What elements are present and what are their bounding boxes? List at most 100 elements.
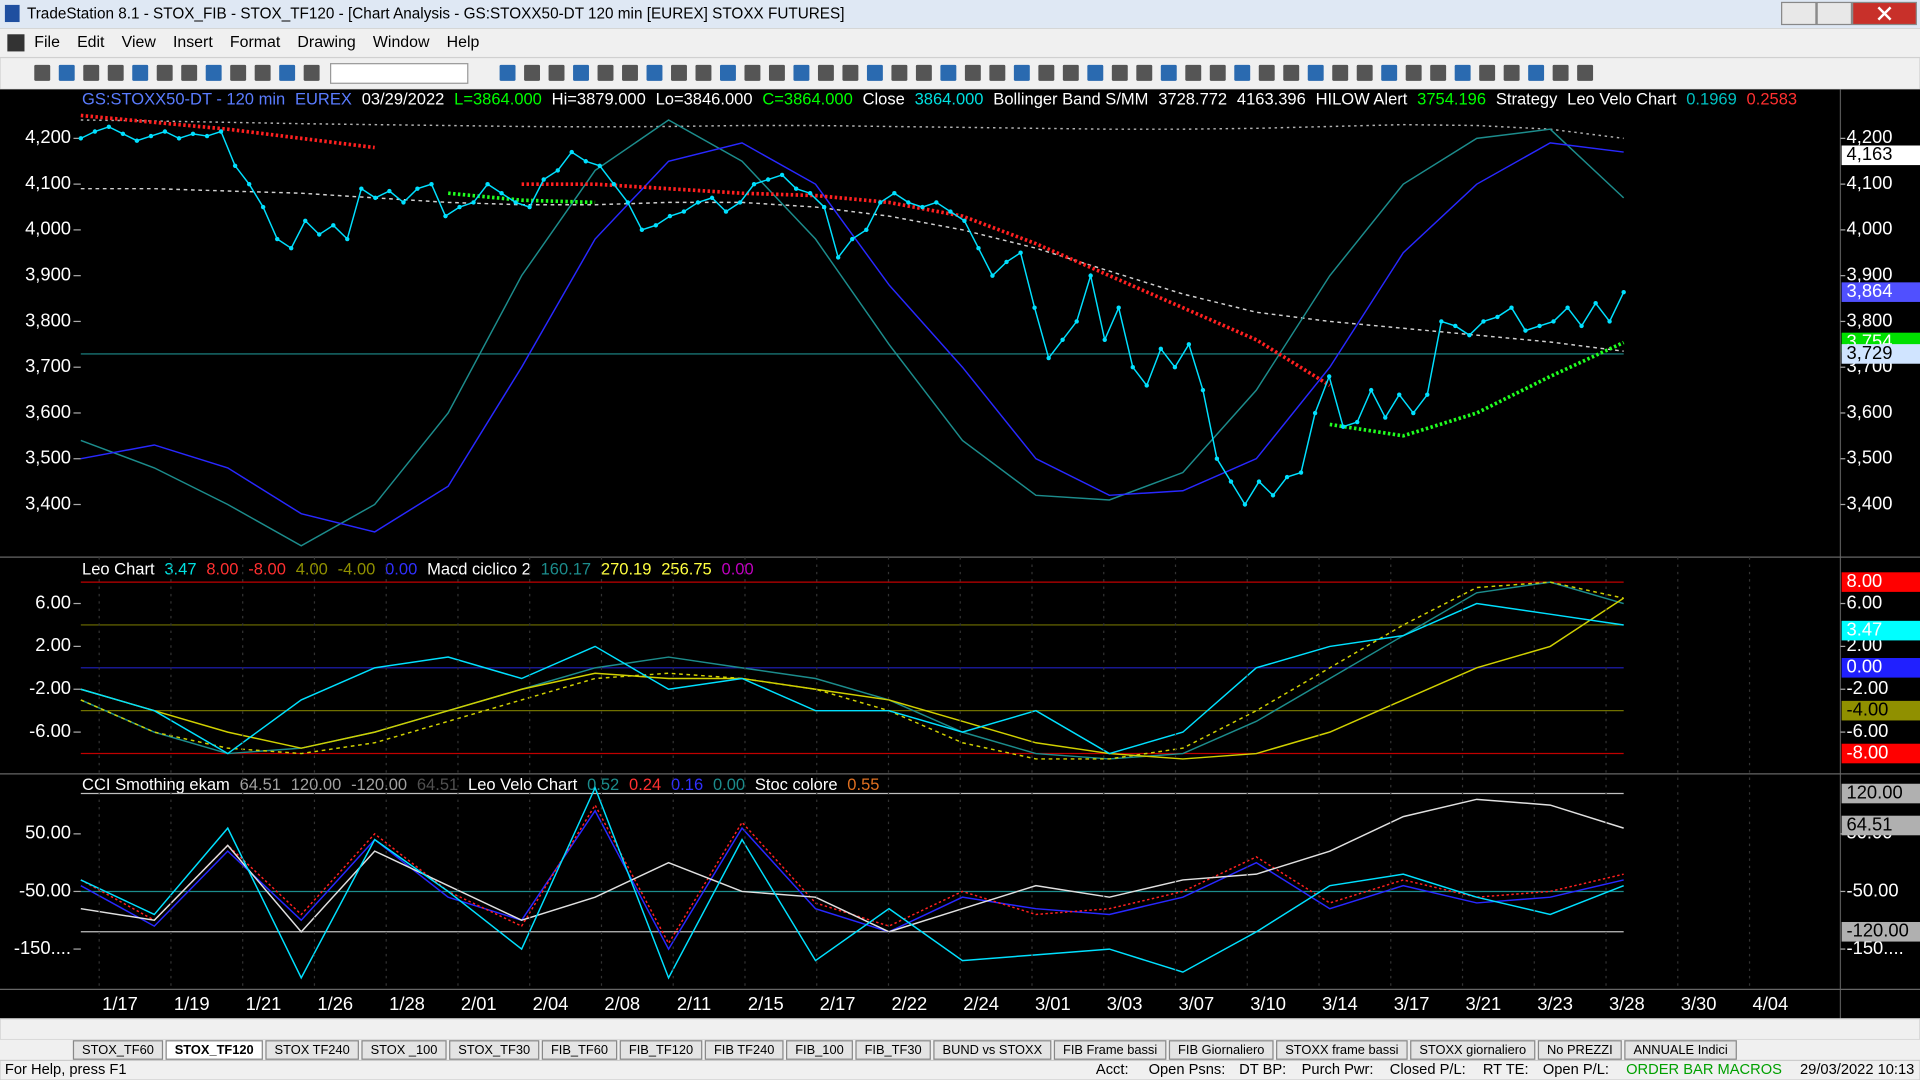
toolbar-button[interactable] <box>34 64 51 81</box>
sheet-tab[interactable] <box>855 1040 931 1060</box>
status-field: Closed P/L: <box>1390 1062 1466 1078</box>
sheet-tab[interactable] <box>786 1040 853 1060</box>
y-tick-label: -2.00 <box>29 677 71 698</box>
toolbar-button[interactable] <box>695 64 712 81</box>
toolbar-button[interactable] <box>499 64 516 81</box>
sheet-tab[interactable] <box>541 1040 618 1060</box>
toolbar-button[interactable] <box>1381 64 1398 81</box>
sheet-tab-label: FIB Frame bassi <box>1063 1042 1157 1057</box>
toolbar-button[interactable] <box>1062 64 1079 81</box>
toolbar-button[interactable] <box>1234 64 1251 81</box>
y-tick-label: 2.00 <box>35 634 71 655</box>
toolbar-button[interactable] <box>1307 64 1324 81</box>
toolbar-button[interactable] <box>1111 64 1128 81</box>
sheet-tab[interactable] <box>361 1040 447 1060</box>
sheet-tab[interactable] <box>449 1040 540 1060</box>
toolbar-button[interactable] <box>230 64 247 81</box>
toolbar-button[interactable] <box>156 64 173 81</box>
toolbar-button[interactable] <box>1577 64 1594 81</box>
sheet-tab-label: FIB TF240 <box>714 1042 774 1057</box>
toolbar-button[interactable] <box>940 64 957 81</box>
header-item: 256.75 <box>661 560 712 579</box>
header-item: 0.24 <box>629 775 661 794</box>
y-tick-label: 4,200 <box>25 126 71 147</box>
toolbar-button[interactable] <box>1454 64 1471 81</box>
toolbar-button[interactable] <box>181 64 198 81</box>
toolbar-button[interactable] <box>1087 64 1104 81</box>
menu-item[interactable]: View <box>122 34 157 51</box>
toolbar-button[interactable] <box>1356 64 1373 81</box>
toolbar-button[interactable] <box>646 64 663 81</box>
toolbar-button[interactable] <box>524 64 540 81</box>
toolbar-button[interactable] <box>817 64 834 81</box>
sheet-tab[interactable] <box>165 1040 263 1060</box>
sheet-tab[interactable] <box>619 1040 703 1060</box>
toolbar-button[interactable] <box>1283 64 1300 81</box>
toolbar-button[interactable] <box>1479 64 1496 81</box>
sheet-tab[interactable] <box>1276 1040 1408 1060</box>
sheet-tab[interactable] <box>1537 1040 1622 1060</box>
toolbar-button[interactable] <box>622 64 638 81</box>
scrollbar[interactable] <box>0 1018 1920 1041</box>
toolbar-button[interactable] <box>842 64 859 81</box>
toolbar-button[interactable] <box>768 64 785 81</box>
menu-item[interactable]: Help <box>447 34 480 51</box>
toolbar-button[interactable] <box>1528 64 1545 81</box>
minimize-button[interactable] <box>1781 1 1817 26</box>
menu-item[interactable]: Format <box>230 34 281 51</box>
menu-item[interactable]: Insert <box>173 34 213 51</box>
y-tick-label: 4,100 <box>25 172 71 193</box>
sheet-tab[interactable] <box>1168 1040 1274 1060</box>
menu-item[interactable]: File <box>34 34 60 51</box>
toolbar-button[interactable] <box>205 64 222 81</box>
x-tick-label: 3/03 <box>1107 993 1143 1014</box>
header-item: -4.00 <box>338 560 376 579</box>
toolbar-button[interactable] <box>1405 64 1422 81</box>
sheet-tab[interactable] <box>1410 1040 1536 1060</box>
toolbar-button[interactable] <box>1185 64 1202 81</box>
maximize-button[interactable] <box>1816 1 1853 26</box>
toolbar-button[interactable] <box>1332 64 1349 81</box>
menu-item[interactable]: Window <box>373 34 430 51</box>
sheet-tab[interactable] <box>72 1040 164 1060</box>
sheet-tab-label: ANNUALE Indici <box>1633 1042 1727 1057</box>
toolbar-button[interactable] <box>1160 64 1177 81</box>
toolbar-button[interactable] <box>107 64 124 81</box>
toolbar-button[interactable] <box>303 64 320 81</box>
toolbar-button[interactable] <box>1136 64 1153 81</box>
sheet-tab[interactable] <box>1624 1040 1737 1060</box>
toolbar-button[interactable] <box>548 64 565 81</box>
symbol-dropdown[interactable] <box>330 63 469 84</box>
toolbar-button[interactable] <box>1038 64 1055 81</box>
toolbar-button[interactable] <box>58 64 75 81</box>
toolbar-button[interactable] <box>1258 64 1275 81</box>
toolbar-button[interactable] <box>573 64 589 81</box>
toolbar-button[interactable] <box>671 64 687 81</box>
sheet-tab[interactable] <box>704 1040 784 1060</box>
toolbar-button[interactable] <box>915 64 932 81</box>
toolbar-button[interactable] <box>720 64 736 81</box>
toolbar-button[interactable] <box>254 64 271 81</box>
toolbar-button[interactable] <box>964 64 981 81</box>
toolbar-button[interactable] <box>744 64 761 81</box>
toolbar-button[interactable] <box>1209 64 1226 81</box>
toolbar-button[interactable] <box>989 64 1006 81</box>
menu-item[interactable]: Drawing <box>297 34 355 51</box>
toolbar-button[interactable] <box>866 64 883 81</box>
sheet-tab[interactable] <box>933 1040 1052 1060</box>
toolbar-button[interactable] <box>83 64 100 81</box>
sheet-tab[interactable] <box>265 1040 359 1060</box>
toolbar-button[interactable] <box>891 64 908 81</box>
toolbar-button[interactable] <box>597 64 614 81</box>
toolbar-button[interactable] <box>132 64 149 81</box>
sheet-tab[interactable] <box>1053 1040 1167 1060</box>
x-tick-label: 3/10 <box>1250 993 1286 1014</box>
menu-item[interactable]: Edit <box>77 34 105 51</box>
toolbar-button[interactable] <box>1013 64 1030 81</box>
toolbar-button[interactable] <box>1503 64 1520 81</box>
toolbar-button[interactable] <box>793 64 810 81</box>
toolbar-button[interactable] <box>279 64 296 81</box>
toolbar-button[interactable] <box>1430 64 1447 81</box>
status-field: Acct: <box>1096 1062 1129 1078</box>
toolbar-button[interactable] <box>1552 64 1569 81</box>
